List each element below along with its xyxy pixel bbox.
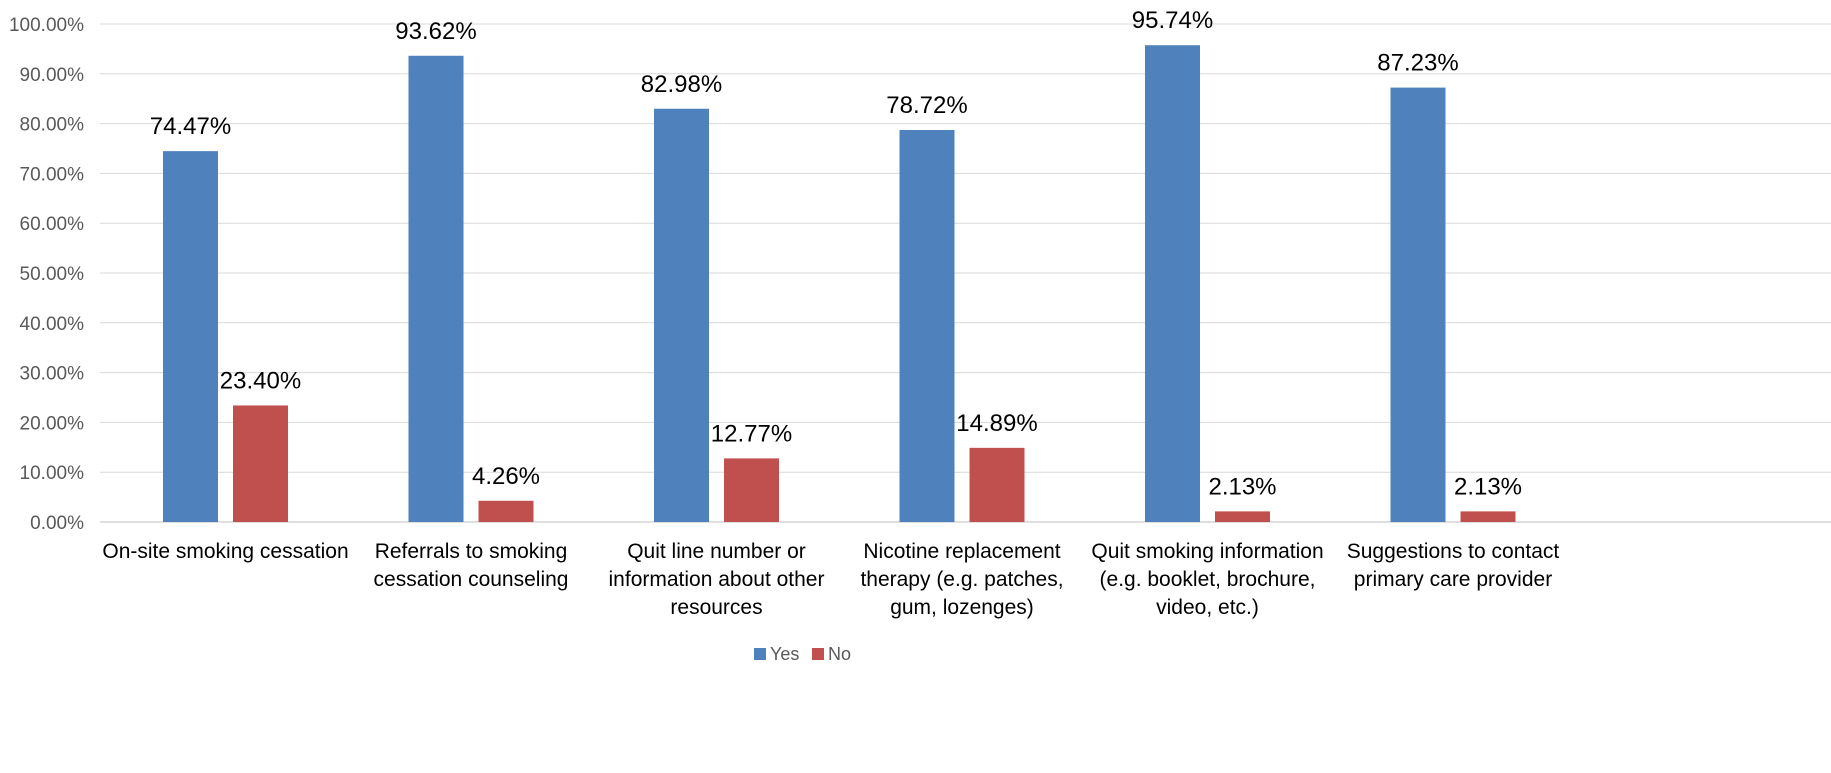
y-tick-label: 0.00% [30,513,84,534]
bar-no [1460,511,1516,522]
data-label: 14.89% [956,410,1037,437]
data-label: 93.62% [395,18,476,45]
y-tick-label: 100.00% [9,15,84,36]
bar-no [233,405,288,522]
bar-yes [654,108,709,523]
bar-no [1215,511,1270,522]
legend-swatch-yes [754,648,766,660]
data-label: 74.47% [150,113,231,140]
y-tick-label: 60.00% [20,214,85,235]
data-label: 4.26% [472,463,540,490]
data-label: 87.23% [1377,50,1458,77]
category-label: Quit smoking information (e.g. booklet, b… [1091,540,1323,619]
bar-yes [899,129,955,522]
legend-label-yes: Yes [770,644,799,664]
bar-no [969,447,1025,522]
data-label: 82.98% [641,71,722,98]
bar-yes [1390,87,1446,522]
legend-label-no: No [828,644,851,664]
y-tick-label: 40.00% [20,314,85,335]
bar-yes [408,55,464,522]
data-label: 2.13% [1208,473,1276,500]
data-label: 95.74% [1132,7,1213,34]
category-label: Quit line number or information about oth… [609,540,825,619]
y-tick-label: 50.00% [20,264,85,285]
category-label: On-site smoking cessation [102,540,348,563]
legend: Yes No [754,644,851,664]
y-tick-label: 80.00% [20,115,85,136]
x-axis-category-labels: On-site smoking cessation Referrals to sm… [102,540,1559,619]
category-label: Nicotine replacement therapy (e.g. patche… [860,540,1063,619]
y-tick-label: 10.00% [20,463,85,484]
category-label: Suggestions to contact primary care provi… [1347,540,1560,591]
gridlines [100,23,1831,523]
y-tick-label: 70.00% [20,164,85,185]
y-axis-tick-labels: 0.00% 10.00% 20.00% 30.00% 40.00% 50.00% 60.00… [9,15,84,534]
y-tick-label: 20.00% [20,413,85,434]
data-label: 2.13% [1454,473,1522,500]
y-tick-label: 90.00% [20,65,85,86]
category-label: Referrals to smoking cessation counseling [374,540,569,591]
bar-no [478,500,534,522]
bar-yes [163,151,218,522]
y-tick-label: 30.00% [20,364,85,385]
data-label: 23.40% [220,367,301,394]
data-label: 78.72% [886,92,967,119]
bar-no [724,458,779,522]
legend-swatch-no [812,648,824,660]
data-label: 12.77% [711,420,792,447]
data-labels: 74.47% 23.40% 93.62% 4.26% 82.98% 12.77% 78.72… [150,7,1522,500]
bars [163,45,1516,523]
bar-yes [1145,45,1200,522]
